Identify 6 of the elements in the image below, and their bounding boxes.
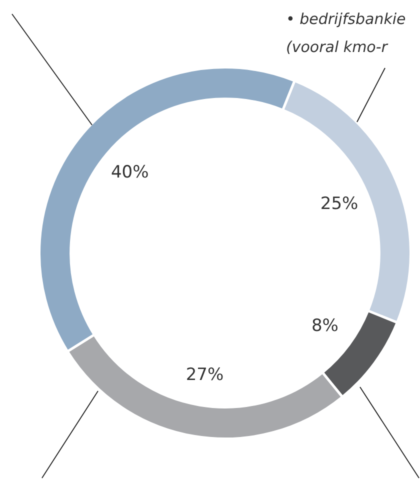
text: • bedrijfsbankie — [286, 10, 407, 28]
data-label: 27% — [186, 364, 224, 385]
data-label: 40% — [110, 162, 149, 183]
text: (vooral kmo-r — [286, 38, 390, 56]
data-label: 8% — [311, 316, 338, 336]
data-label: 25% — [320, 194, 358, 214]
